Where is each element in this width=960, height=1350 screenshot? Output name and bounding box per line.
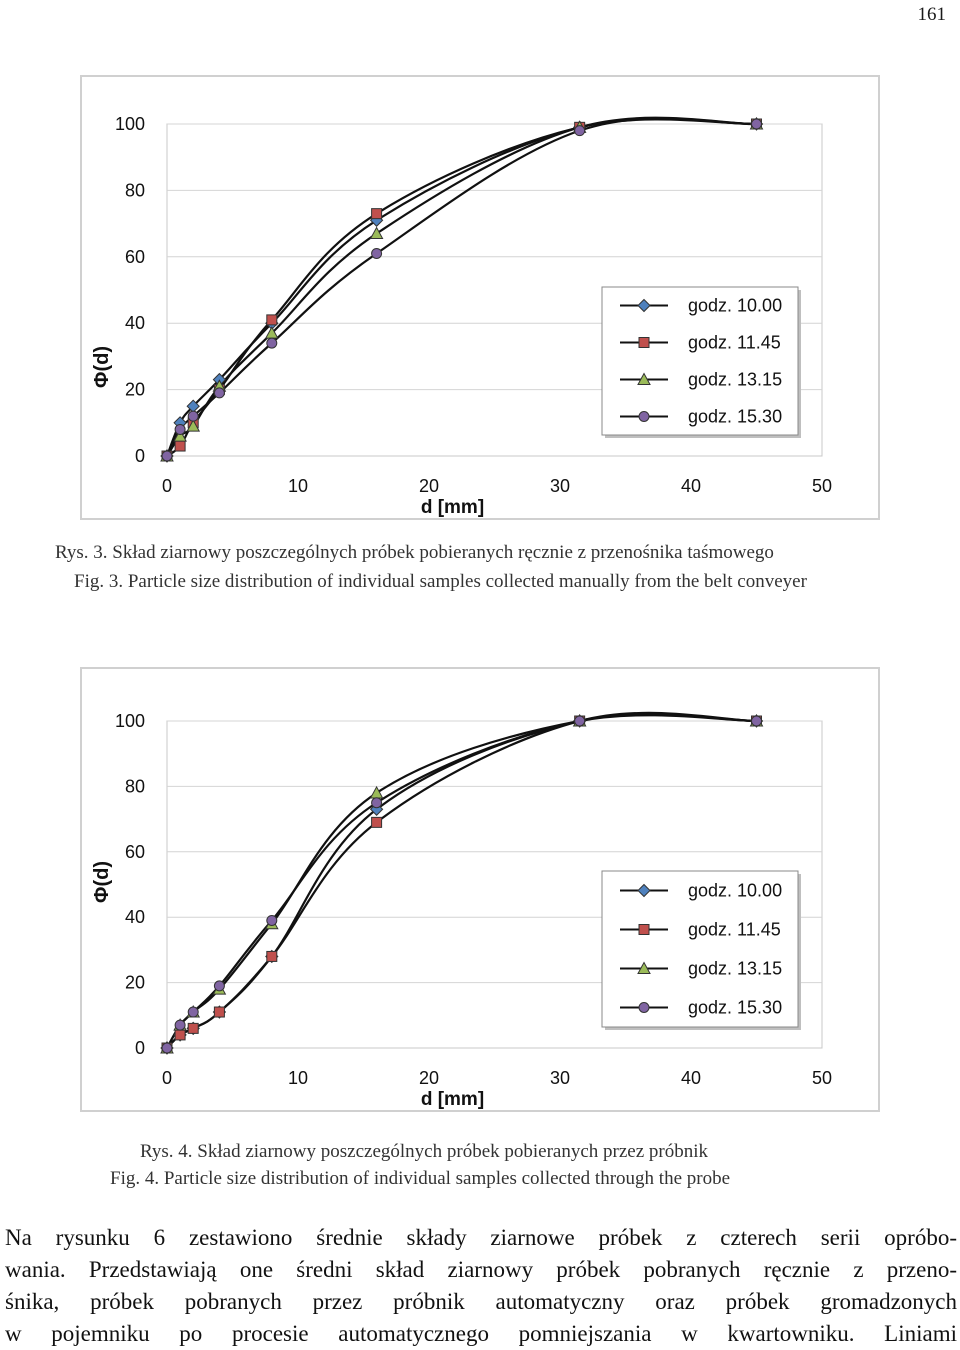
data-point-series-4 (213, 387, 225, 399)
y-tick-label: 80 (125, 180, 145, 200)
x-tick-label: 20 (419, 1068, 439, 1088)
y-tick-label: 40 (125, 907, 145, 927)
x-tick-label: 30 (550, 476, 570, 496)
legend-label: godz. 11.45 (688, 333, 781, 353)
legend-marker (637, 372, 651, 385)
y-tick-label: 60 (125, 842, 145, 862)
data-point-series-4 (574, 715, 586, 727)
data-point-series-2 (187, 1022, 199, 1034)
y-tick-label: 20 (125, 380, 145, 400)
figure-3-plot: 0 20 40 60 80 100 0 10 20 30 40 50 d [mm] Φ(d) godz. 1… (91, 114, 832, 518)
data-point-series-4 (751, 118, 762, 130)
y-tick-label: 80 (125, 776, 145, 796)
data-point-series-2 (266, 314, 278, 326)
x-tick-label: 0 (162, 476, 172, 496)
data-point-series-4 (187, 1006, 199, 1018)
legend-marker (638, 1002, 650, 1013)
data-point-series-3 (369, 226, 384, 240)
legend-label: godz. 10.00 (688, 296, 782, 316)
x-tick-label: 10 (288, 476, 308, 496)
y-tick-label: 20 (125, 973, 145, 993)
body-line-1: Na rysunku 6 zestawiono średnie składy z… (5, 1225, 957, 1250)
y-tick-label: 60 (125, 247, 145, 267)
legend-label: godz. 15.30 (688, 407, 782, 427)
data-point-series-4 (161, 1042, 173, 1054)
legend-marker (638, 411, 650, 422)
data-point-series-4 (213, 980, 225, 992)
data-point-series-4 (187, 410, 199, 422)
legend-marker (638, 337, 650, 348)
body-paragraph: Na rysunku 6 zestawiono średnie składy z… (5, 1222, 957, 1350)
y-tick-label: 0 (135, 446, 145, 466)
y-axis-label: Φ(d) (91, 861, 113, 903)
legend-label: godz. 11.45 (688, 920, 781, 940)
x-tick-label: 0 (162, 1068, 172, 1088)
legend (601, 870, 799, 1028)
data-point-series-2 (266, 950, 278, 962)
legend-label: godz. 10.00 (688, 881, 782, 901)
body-line-2: wania. Przedstawiają one średni skład zi… (5, 1257, 957, 1282)
body-line-4: w pojemniku po procesie automatycznego p… (5, 1321, 957, 1346)
data-point-series-4 (266, 914, 278, 926)
x-tick-label: 30 (550, 1068, 570, 1088)
x-axis-label: d [mm] (421, 497, 484, 518)
legend-marker (637, 298, 651, 313)
data-point-series-4 (574, 125, 586, 137)
y-axis-label: Φ(d) (91, 346, 113, 388)
legend-label: godz. 13.15 (688, 959, 782, 979)
data-point-series-2 (174, 440, 186, 452)
data-point-series-4 (266, 337, 278, 349)
body-line-3: śnika, próbek pobranych przez próbnik au… (5, 1289, 957, 1314)
x-axis-label: d [mm] (421, 1089, 484, 1110)
legend-label: godz. 13.15 (688, 370, 782, 390)
x-tick-label: 50 (812, 476, 832, 496)
x-tick-label: 20 (419, 476, 439, 496)
y-tick-label: 40 (125, 313, 145, 333)
figure-4-chart: 0 20 40 60 80 100 0 10 20 30 40 50 d [mm] Φ(d) godz. 1… (80, 667, 880, 1112)
legend-marker (637, 883, 651, 898)
legend-marker (637, 961, 651, 974)
y-tick-label: 0 (135, 1038, 145, 1058)
data-point-series-4 (174, 423, 186, 435)
figure-4-plot: 0 20 40 60 80 100 0 10 20 30 40 50 d [mm] Φ(d) godz. 1… (91, 711, 832, 1110)
x-tick-label: 40 (681, 1068, 701, 1088)
page-number: 161 (917, 4, 947, 25)
data-point-series-2 (213, 1006, 225, 1018)
figure-4-caption-en: Fig. 4. Particle size distribution of in… (110, 1168, 731, 1189)
data-point-series-3 (186, 419, 201, 432)
data-point-series-3 (369, 785, 384, 799)
figure-3-caption-en: Fig. 3. Particle size distribution of in… (74, 571, 807, 592)
legend-marker (638, 924, 650, 935)
y-tick-label: 100 (115, 114, 145, 134)
data-point-series-4 (371, 247, 383, 259)
figure-3-chart: 0 20 40 60 80 100 0 10 20 30 40 50 d [mm] Φ(d) godz. 1… (80, 75, 880, 520)
data-point-series-4 (371, 797, 383, 809)
data-point-series-2 (371, 816, 383, 828)
figure-3-caption-pl: Rys. 3. Skład ziarnowy poszczególnych pr… (55, 542, 774, 563)
data-point-series-4 (161, 450, 173, 462)
figure-4-caption-pl: Rys. 4. Skład ziarnowy poszczególnych pr… (140, 1141, 709, 1162)
data-point-series-2 (371, 208, 383, 220)
legend (601, 286, 799, 436)
data-point-series-2 (174, 1029, 186, 1041)
legend-label: godz. 15.30 (688, 998, 782, 1018)
x-tick-label: 40 (681, 476, 701, 496)
x-tick-label: 50 (812, 1068, 832, 1088)
data-point-series-3 (173, 429, 187, 442)
x-tick-label: 10 (288, 1068, 308, 1088)
y-tick-label: 100 (115, 711, 145, 731)
data-point-series-4 (174, 1019, 186, 1031)
data-point-series-4 (751, 715, 762, 727)
